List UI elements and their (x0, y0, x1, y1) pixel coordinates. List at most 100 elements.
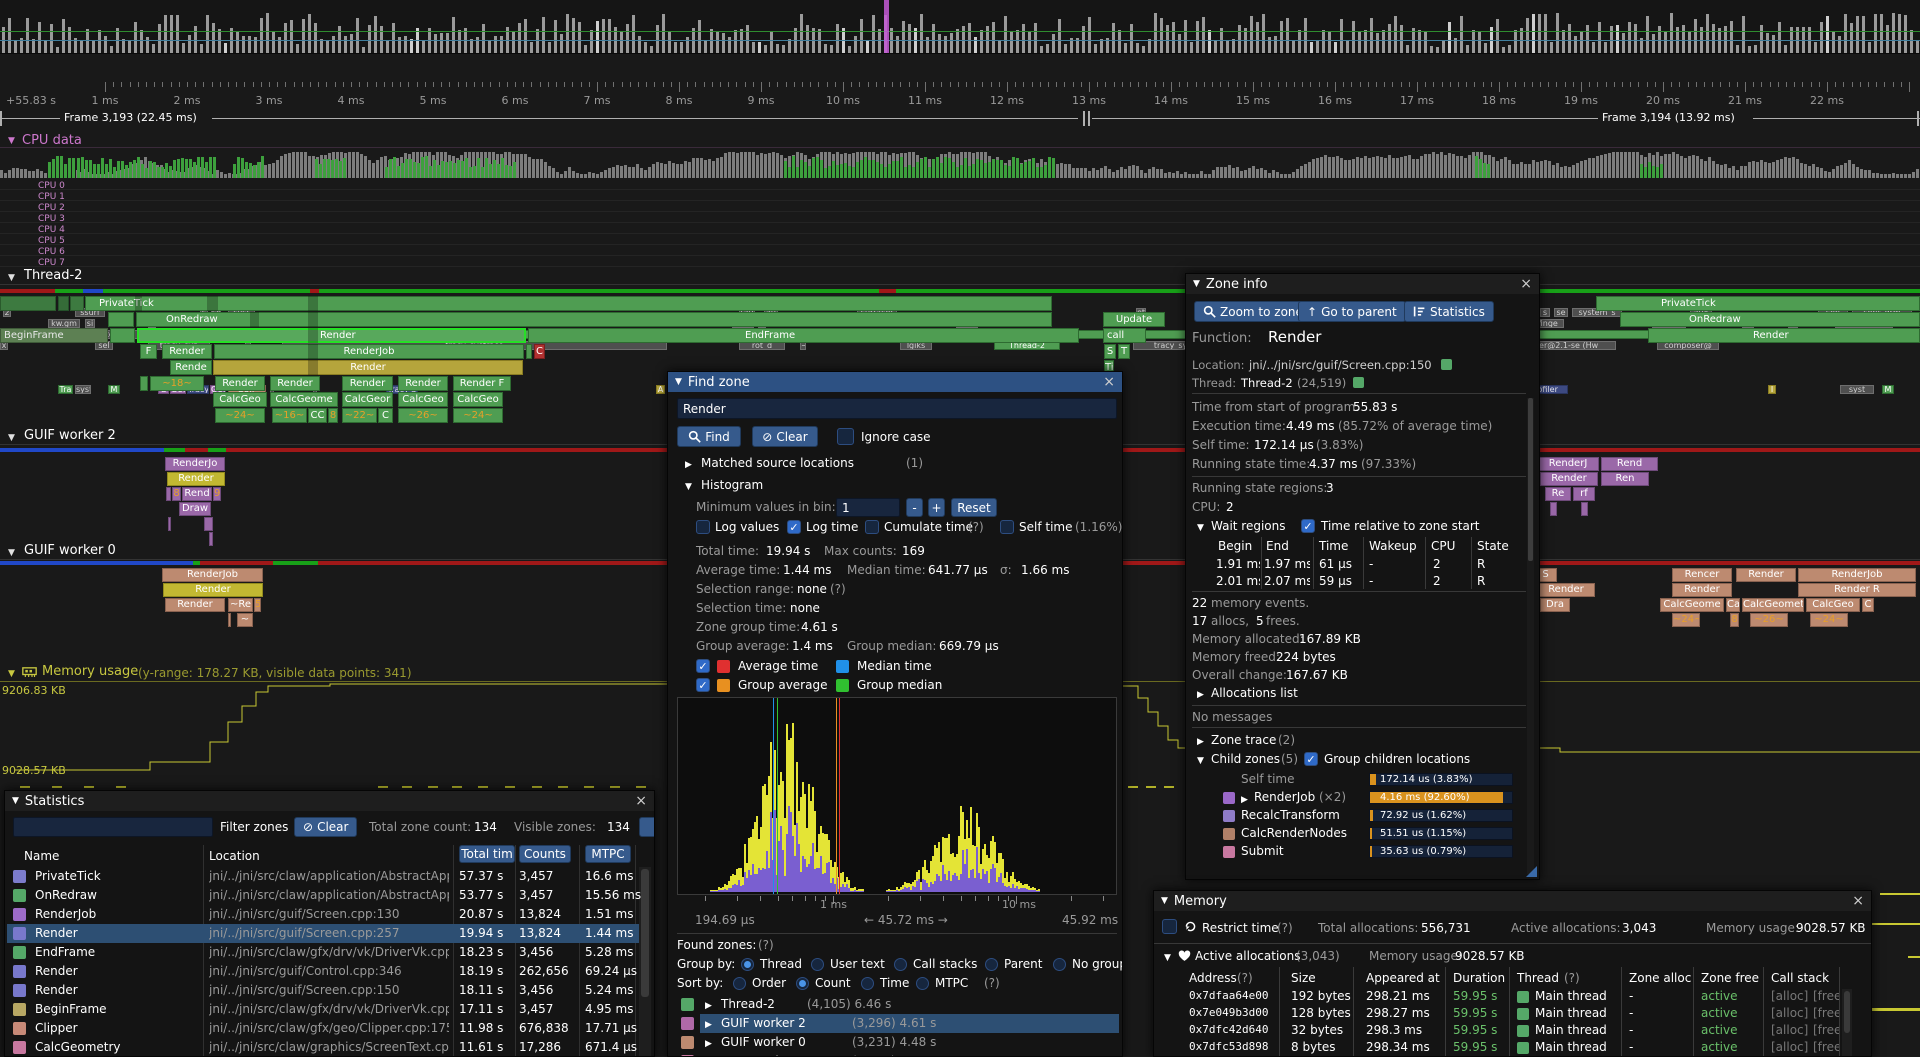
zone--24-[interactable]: ~24~ (453, 408, 503, 423)
zone-filter-input[interactable] (13, 817, 213, 837)
cumulate-time-checkbox[interactable] (865, 520, 879, 534)
zone-rf[interactable]: rf (1573, 487, 1595, 501)
matched-source-locations-label[interactable]: Matched source locations (701, 456, 854, 470)
thread-collapse-icon[interactable]: ▼ (8, 433, 15, 443)
mem-col-zone-alloc[interactable]: Zone alloc (1629, 971, 1692, 985)
group-by-radio-user-text[interactable] (811, 958, 824, 971)
zone-render[interactable]: Render (1648, 328, 1920, 343)
wait-col-cpu[interactable]: CPU (1431, 539, 1456, 553)
group-by-radio-parent[interactable] (985, 958, 998, 971)
zone-syst[interactable]: syst (1840, 385, 1874, 394)
stats-row-name[interactable]: Render (35, 964, 78, 978)
help-icon[interactable]: (?) (830, 582, 846, 596)
restrict-time-checkbox[interactable] (1162, 919, 1177, 934)
wait-col-state[interactable]: State (1477, 539, 1509, 553)
zone-calcgeomet[interactable]: CalcGeomet (1742, 598, 1804, 612)
zone-calcgeo[interactable]: CalcGeo (453, 392, 503, 407)
thread-header-guif-worker-0[interactable]: GUIF worker 0 (24, 543, 116, 558)
zone-tra[interactable]: Tra (58, 385, 73, 394)
decrement-button[interactable]: - (906, 498, 923, 517)
zone[interactable] (0, 296, 56, 311)
zone-render[interactable]: Render (215, 376, 265, 391)
zoom-to-zone-button[interactable]: Zoom to zone (1194, 301, 1312, 322)
scrollbar-thumb[interactable] (641, 869, 649, 997)
group-children-checkbox[interactable] (1304, 752, 1318, 766)
zone[interactable] (135, 296, 142, 311)
group-by-radio-thread[interactable] (741, 958, 754, 971)
collapse-icon[interactable]: ▼ (12, 796, 19, 806)
frame-label-3194[interactable]: Frame 3,194 (13.92 ms) (1602, 111, 1735, 124)
zone-render[interactable]: Render (137, 328, 526, 343)
alloc-callstack-link[interactable]: [alloc] (1771, 989, 1809, 1003)
allocations-list-label[interactable]: Allocations list (1211, 686, 1298, 700)
memory-usage-collapse-icon[interactable]: ▼ (8, 669, 15, 679)
alloc-address[interactable]: 0x7e049b3d00 (1189, 1006, 1269, 1019)
zone-9[interactable]: 9 (213, 487, 221, 501)
zone-c[interactable]: C (534, 344, 545, 359)
sort-by-radio-time[interactable] (861, 977, 874, 990)
zone-m[interactable]: M (1882, 385, 1894, 394)
zone[interactable] (58, 296, 69, 311)
cpu-data-header[interactable]: CPU data (22, 133, 82, 148)
zone-render[interactable]: Render (270, 376, 320, 391)
expand-icon[interactable]: ▶ (1241, 795, 1248, 805)
find-zone-histogram[interactable] (677, 697, 1117, 895)
location-swatch[interactable] (1441, 359, 1452, 370)
zone[interactable] (110, 328, 135, 343)
memory-usage-header[interactable]: Memory usage (42, 664, 139, 679)
stats-row-name[interactable]: PrivateTick (35, 869, 101, 883)
group-by-radio-call-stacks[interactable] (894, 958, 907, 971)
zone--re[interactable]: ~Re (228, 598, 253, 612)
zone-render[interactable]: Render (1736, 568, 1796, 582)
mem-col-duration[interactable]: Duration (1453, 971, 1506, 985)
zone[interactable] (308, 344, 318, 359)
current-frame-marker[interactable] (884, 0, 889, 53)
zone-rend[interactable]: Rend (1601, 457, 1658, 471)
stats-row-name[interactable]: OnRedraw (35, 888, 97, 902)
help-icon[interactable]: (?) (1237, 971, 1253, 985)
wait-regions-label[interactable]: Wait regions (1211, 519, 1286, 533)
active-allocations-header[interactable]: Active allocations (1195, 949, 1301, 963)
zone--26-[interactable]: ~26~ (398, 408, 448, 423)
expand-icon[interactable]: ▶ (705, 1001, 712, 1011)
wait-col-end[interactable]: End (1266, 539, 1289, 553)
zone-draw[interactable]: Draw (179, 502, 211, 516)
zone[interactable] (108, 312, 134, 327)
zone-ca[interactable]: Ca (1726, 598, 1740, 612)
zone-c[interactable]: C (378, 408, 393, 423)
zone[interactable] (308, 312, 318, 327)
zone[interactable] (207, 296, 218, 311)
zone-s[interactable]: s (1540, 308, 1550, 317)
log-values-checkbox[interactable] (696, 520, 710, 534)
zone-render[interactable]: Render (342, 376, 393, 391)
stats-row-name[interactable]: Render (35, 926, 78, 940)
zone-render[interactable]: Render (163, 583, 263, 597)
zone-render[interactable]: Render (162, 344, 212, 359)
zone-renderjob[interactable]: RenderJob (1798, 568, 1916, 582)
zone-beginframe[interactable]: BeginFrame (0, 328, 108, 343)
zone-render[interactable]: Render (1540, 472, 1598, 486)
allocations-list-expand-icon[interactable]: ▶ (1197, 690, 1204, 700)
alloc-address[interactable]: 0x7dfc53d898 (1189, 1040, 1269, 1053)
free-callstack-link[interactable]: [free] (1813, 1006, 1839, 1020)
child-zones-collapse-icon[interactable]: ▼ (1197, 756, 1204, 766)
zone-renderjo[interactable]: RenderJo (165, 457, 225, 471)
child-zones-label[interactable]: Child zones (1211, 752, 1280, 766)
expand-icon[interactable]: ▶ (705, 1020, 712, 1030)
mem-col-address[interactable]: Address (1189, 971, 1237, 985)
zone--18-[interactable]: ~18~ (150, 376, 204, 391)
scrollbar-thumb[interactable] (1844, 991, 1850, 1033)
matched-locations-expand-icon[interactable]: ▶ (685, 460, 692, 470)
log-time-checkbox[interactable] (787, 520, 801, 534)
zone-s[interactable]: S (1104, 344, 1116, 359)
collapse-icon[interactable]: ▼ (1193, 279, 1200, 289)
expand-icon[interactable]: ▶ (705, 1039, 712, 1049)
group-name[interactable]: GUIF worker 1 (721, 1054, 806, 1056)
sort-by-radio-count[interactable] (796, 977, 809, 990)
free-callstack-link[interactable]: [free] (1813, 1023, 1839, 1037)
stats-row-name[interactable]: BeginFrame (35, 1002, 107, 1016)
histogram-label[interactable]: Histogram (701, 478, 764, 492)
zone-5[interactable]: 5 (254, 598, 261, 612)
mem-col-thread[interactable]: Thread (1517, 971, 1559, 985)
zone--16-[interactable]: ~16~ (272, 408, 307, 423)
